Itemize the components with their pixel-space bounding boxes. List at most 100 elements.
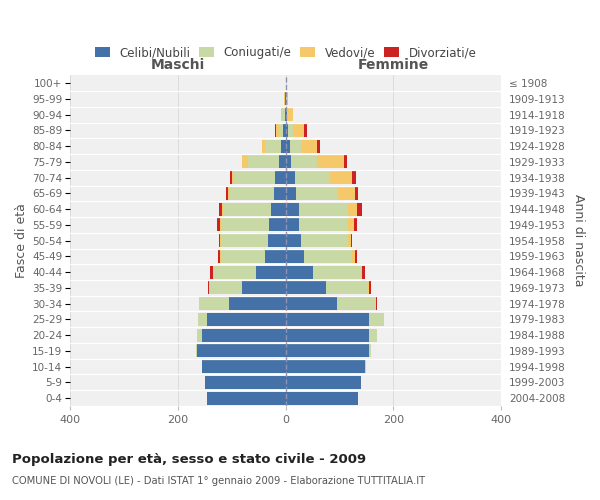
Bar xyxy=(293,124,304,137)
Bar xyxy=(361,266,362,278)
Bar xyxy=(262,140,265,152)
Bar xyxy=(304,250,352,263)
Bar xyxy=(369,328,377,342)
Bar xyxy=(202,360,286,373)
Bar xyxy=(210,266,213,278)
Bar xyxy=(355,187,358,200)
Bar xyxy=(232,171,235,184)
Bar xyxy=(286,328,369,342)
Bar xyxy=(301,140,317,152)
Bar xyxy=(281,108,283,121)
Bar xyxy=(230,171,232,184)
Bar xyxy=(355,250,357,263)
Bar xyxy=(213,266,256,278)
Bar xyxy=(368,282,369,294)
Bar xyxy=(352,171,356,184)
Bar xyxy=(276,124,278,137)
Bar xyxy=(337,297,376,310)
Bar xyxy=(242,156,248,168)
Bar xyxy=(287,108,289,121)
Bar xyxy=(223,202,271,215)
Bar xyxy=(286,202,299,215)
Bar xyxy=(369,344,371,358)
Bar xyxy=(275,124,276,137)
Bar xyxy=(299,218,347,232)
Text: Popolazione per età, sesso e stato civile - 2009: Popolazione per età, sesso e stato civil… xyxy=(12,452,366,466)
Bar xyxy=(256,266,286,278)
Bar xyxy=(209,282,242,294)
Bar xyxy=(265,140,281,152)
Bar xyxy=(197,328,202,342)
Bar xyxy=(369,282,371,294)
Bar xyxy=(286,344,369,358)
Bar xyxy=(208,313,286,326)
Bar xyxy=(221,234,268,247)
Bar xyxy=(317,140,320,152)
Text: Femmine: Femmine xyxy=(358,58,429,72)
Bar xyxy=(230,187,274,200)
Bar xyxy=(299,202,347,215)
Y-axis label: Fasce di età: Fasce di età xyxy=(15,203,28,278)
Bar xyxy=(354,218,357,232)
Bar xyxy=(304,124,307,137)
Bar xyxy=(202,328,286,342)
Bar xyxy=(291,156,317,168)
Bar xyxy=(295,171,331,184)
Bar xyxy=(242,282,286,294)
Bar xyxy=(283,108,284,121)
Bar xyxy=(286,360,365,373)
Bar xyxy=(281,140,286,152)
Bar xyxy=(286,266,313,278)
Legend: Celibi/Nubili, Coniugati/e, Vedovi/e, Divorziati/e: Celibi/Nubili, Coniugati/e, Vedovi/e, Di… xyxy=(90,42,481,64)
Bar xyxy=(331,171,352,184)
Bar xyxy=(289,108,293,121)
Bar xyxy=(221,218,269,232)
Bar xyxy=(283,124,286,137)
Bar xyxy=(286,187,296,200)
Bar xyxy=(286,108,287,121)
Bar xyxy=(286,171,295,184)
Bar xyxy=(287,92,288,106)
Text: COMUNE DI NOVOLI (LE) - Dati ISTAT 1° gennaio 2009 - Elaborazione TUTTITALIA.IT: COMUNE DI NOVOLI (LE) - Dati ISTAT 1° ge… xyxy=(12,476,425,486)
Bar xyxy=(199,297,229,310)
Bar xyxy=(296,187,338,200)
Bar xyxy=(286,297,337,310)
Bar xyxy=(222,202,223,215)
Bar xyxy=(268,234,286,247)
Bar xyxy=(221,250,265,263)
Bar xyxy=(351,234,352,247)
Bar xyxy=(219,234,220,247)
Bar xyxy=(228,187,230,200)
Bar xyxy=(286,124,288,137)
Bar xyxy=(286,156,291,168)
Bar xyxy=(286,313,369,326)
Bar xyxy=(279,156,286,168)
Bar xyxy=(229,297,286,310)
Bar xyxy=(278,124,283,137)
Bar xyxy=(286,282,326,294)
Bar xyxy=(376,297,377,310)
Bar xyxy=(217,218,220,232)
Bar xyxy=(208,282,209,294)
Bar xyxy=(348,234,351,247)
Bar xyxy=(338,187,355,200)
Bar xyxy=(284,108,286,121)
Bar xyxy=(369,313,384,326)
Bar xyxy=(208,392,286,404)
Bar xyxy=(286,234,301,247)
Bar xyxy=(248,156,279,168)
Bar xyxy=(290,140,301,152)
Text: Maschi: Maschi xyxy=(151,58,205,72)
Bar xyxy=(220,218,221,232)
Bar xyxy=(286,392,358,404)
Bar xyxy=(198,313,208,326)
Bar xyxy=(196,344,197,358)
Bar xyxy=(275,171,286,184)
Bar xyxy=(197,344,286,358)
Bar xyxy=(226,187,228,200)
Bar xyxy=(274,187,286,200)
Bar xyxy=(347,202,357,215)
Bar xyxy=(288,124,293,137)
Bar xyxy=(347,218,354,232)
Bar xyxy=(357,202,362,215)
